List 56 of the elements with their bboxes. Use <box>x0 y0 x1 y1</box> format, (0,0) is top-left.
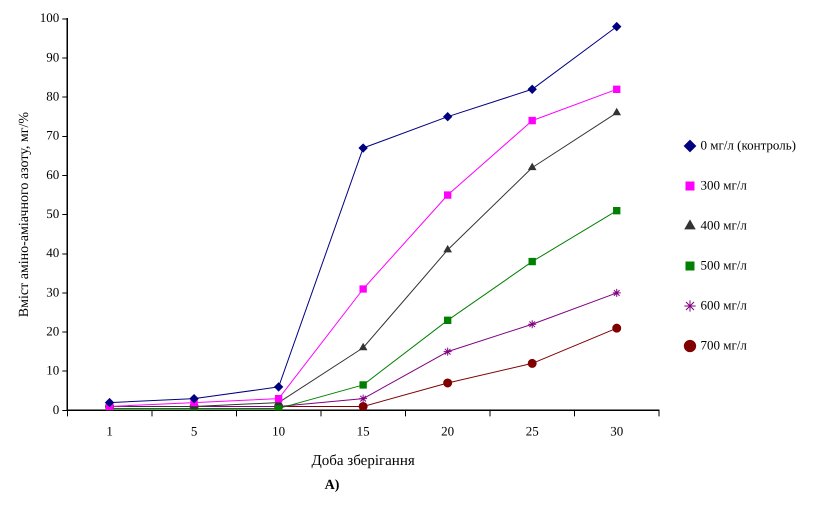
x-tick-label: 5 <box>190 424 198 439</box>
point <box>613 86 620 93</box>
point <box>105 398 114 408</box>
legend-label: 300 мг/л <box>700 177 748 192</box>
point <box>274 394 282 402</box>
x-tick-label: 25 <box>526 424 539 439</box>
point <box>613 207 620 214</box>
x-tick-label: 10 <box>272 424 286 439</box>
point <box>528 84 537 94</box>
point <box>612 22 622 32</box>
x-tick-label: 15 <box>356 424 370 439</box>
point <box>528 116 536 124</box>
point <box>612 324 622 333</box>
text: A) <box>324 478 340 494</box>
x-axis-title: Доба зберігання <box>312 452 415 469</box>
y-tick-label: 100 <box>40 10 60 26</box>
legend-label: 600 мг/л <box>700 297 748 312</box>
point <box>443 112 452 122</box>
y-tick-label: 30 <box>46 284 60 300</box>
point <box>358 144 368 153</box>
point <box>359 343 368 350</box>
point <box>358 402 368 410</box>
point <box>528 258 536 266</box>
legend-label: 400 мг/л <box>700 217 748 232</box>
point <box>443 347 452 356</box>
legend-label: 700 мг/л <box>700 337 748 352</box>
point <box>444 245 452 252</box>
point <box>274 404 282 410</box>
y-tick-label: 50 <box>46 206 60 222</box>
point <box>528 163 536 170</box>
point <box>358 394 368 404</box>
point <box>359 285 367 293</box>
y-axis-title: Вміст аміно-аміачного азоту, мг/% <box>17 112 32 318</box>
y-tick-label: 70 <box>46 128 60 143</box>
x-tick-label: 1 <box>106 424 113 439</box>
y-tick-label: 60 <box>46 166 60 182</box>
y-tick-label: 0 <box>52 402 60 417</box>
y-tick-label: 40 <box>46 245 60 260</box>
point <box>444 316 452 324</box>
point <box>190 394 199 404</box>
point <box>528 358 537 368</box>
legend-label: 500 мг/л <box>700 257 748 272</box>
legend-label: 0 мг/л (контроль) <box>700 137 796 152</box>
y-tick-label: 20 <box>46 324 60 338</box>
point <box>274 382 284 392</box>
point <box>612 108 621 116</box>
y-tick-label: 90 <box>46 49 60 64</box>
point <box>359 381 367 389</box>
point <box>612 288 622 298</box>
point <box>443 378 452 388</box>
y-tick-label: 10 <box>46 362 60 378</box>
x-tick-label: 30 <box>610 424 624 439</box>
point <box>444 191 452 199</box>
y-tick-label: 80 <box>46 88 60 104</box>
x-tick-label: 20 <box>441 424 454 439</box>
point <box>528 320 537 329</box>
